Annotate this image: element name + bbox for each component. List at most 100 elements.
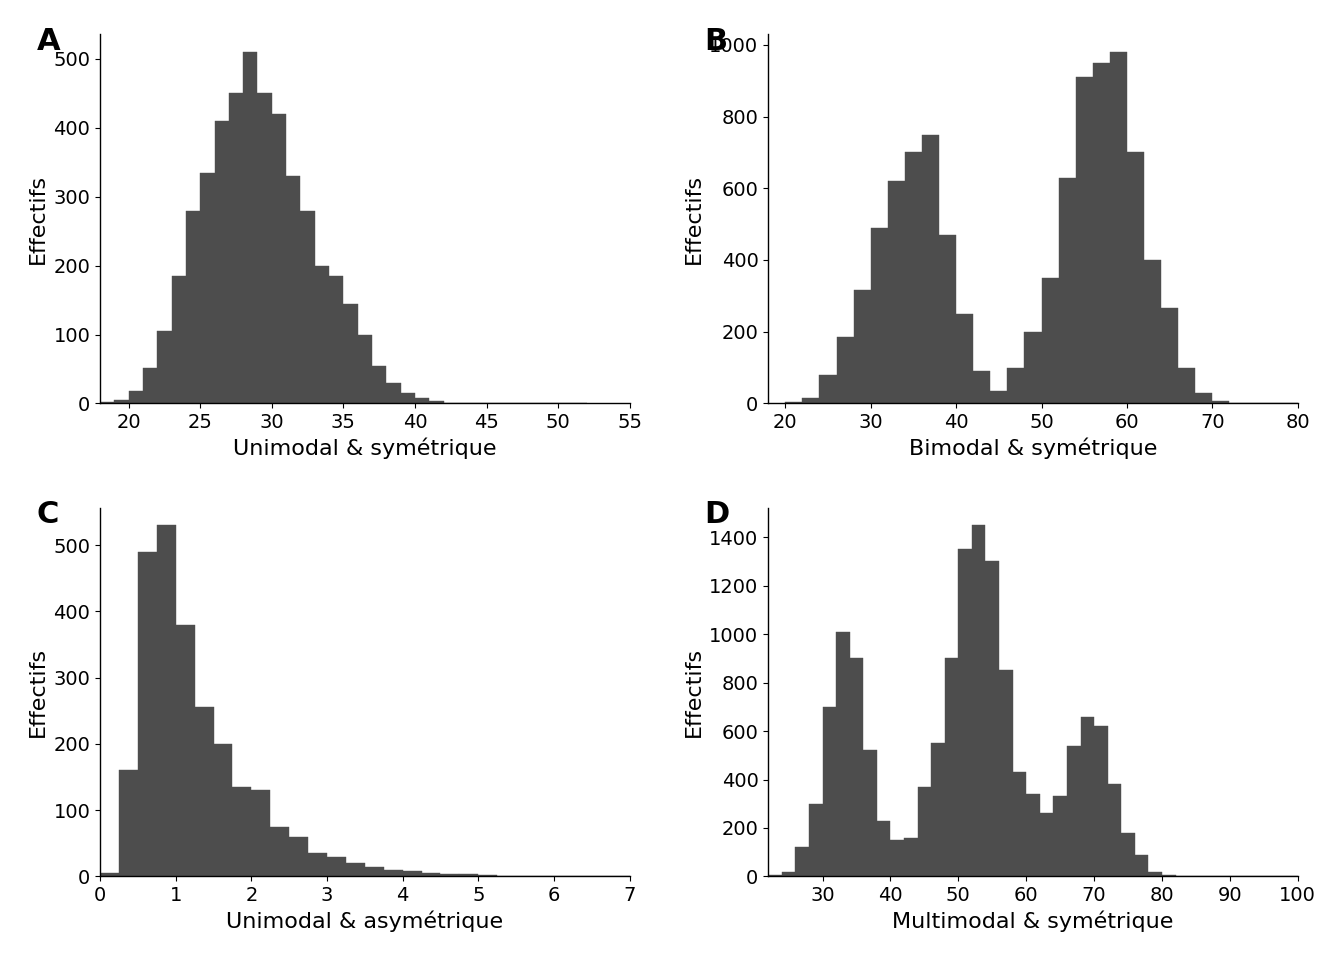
Bar bbox=[1179, 368, 1195, 403]
Bar bbox=[809, 804, 823, 876]
Bar bbox=[785, 401, 802, 403]
Text: C: C bbox=[36, 500, 59, 529]
Bar bbox=[286, 176, 301, 403]
Bar bbox=[1081, 716, 1094, 876]
Bar bbox=[1024, 332, 1042, 403]
Bar bbox=[796, 848, 809, 876]
Bar bbox=[327, 856, 345, 876]
Bar bbox=[308, 853, 327, 876]
Bar bbox=[1110, 52, 1128, 403]
Bar bbox=[214, 744, 233, 876]
Bar bbox=[836, 337, 853, 403]
Bar bbox=[939, 235, 956, 403]
Bar bbox=[1148, 872, 1163, 876]
Bar bbox=[329, 276, 343, 403]
Bar bbox=[891, 840, 905, 876]
Bar bbox=[415, 397, 429, 403]
Bar bbox=[1067, 746, 1081, 876]
Y-axis label: Effectifs: Effectifs bbox=[684, 174, 704, 264]
Bar bbox=[228, 93, 243, 403]
X-axis label: Bimodal & symétrique: Bimodal & symétrique bbox=[909, 438, 1157, 459]
Bar bbox=[364, 867, 384, 876]
Bar bbox=[301, 210, 314, 403]
Bar bbox=[403, 871, 422, 876]
Bar bbox=[1128, 153, 1144, 403]
Bar bbox=[999, 670, 1012, 876]
Bar bbox=[823, 707, 836, 876]
Bar bbox=[849, 659, 863, 876]
Text: B: B bbox=[704, 27, 728, 56]
Bar bbox=[922, 134, 939, 403]
Text: A: A bbox=[36, 27, 60, 56]
Bar bbox=[386, 383, 401, 403]
X-axis label: Unimodal & asymétrique: Unimodal & asymétrique bbox=[226, 911, 504, 932]
Bar bbox=[129, 391, 142, 403]
Bar bbox=[1161, 308, 1179, 403]
Bar bbox=[1075, 77, 1093, 403]
Bar bbox=[138, 552, 157, 876]
Bar bbox=[441, 874, 460, 876]
Bar bbox=[1027, 794, 1040, 876]
Y-axis label: Effectifs: Effectifs bbox=[28, 174, 48, 264]
Y-axis label: Effectifs: Effectifs bbox=[28, 647, 48, 737]
Bar bbox=[345, 863, 364, 876]
Bar bbox=[195, 708, 214, 876]
Bar bbox=[243, 52, 258, 403]
Bar bbox=[172, 276, 185, 403]
Bar bbox=[271, 114, 286, 403]
Bar bbox=[836, 632, 849, 876]
Bar bbox=[820, 374, 836, 403]
Bar bbox=[1212, 400, 1230, 403]
Bar bbox=[157, 525, 176, 876]
Bar bbox=[343, 303, 358, 403]
Bar bbox=[1121, 833, 1134, 876]
Bar bbox=[956, 314, 973, 403]
Bar bbox=[157, 331, 172, 403]
Bar bbox=[918, 787, 931, 876]
Bar bbox=[853, 291, 871, 403]
Bar bbox=[176, 625, 195, 876]
Bar bbox=[1093, 62, 1110, 403]
Bar bbox=[99, 874, 120, 876]
Bar bbox=[985, 562, 999, 876]
Bar bbox=[1012, 772, 1027, 876]
Bar bbox=[973, 372, 991, 403]
Bar bbox=[1094, 726, 1107, 876]
Bar bbox=[289, 837, 308, 876]
Bar bbox=[905, 838, 918, 876]
Bar bbox=[1107, 784, 1121, 876]
Bar bbox=[114, 400, 129, 403]
X-axis label: Unimodal & symétrique: Unimodal & symétrique bbox=[233, 438, 496, 459]
Bar bbox=[185, 210, 200, 403]
Bar bbox=[991, 391, 1008, 403]
Bar bbox=[958, 549, 972, 876]
Bar bbox=[782, 872, 796, 876]
Bar bbox=[1059, 178, 1075, 403]
Bar bbox=[876, 821, 891, 876]
Text: D: D bbox=[704, 500, 730, 529]
Y-axis label: Effectifs: Effectifs bbox=[684, 647, 704, 737]
Bar bbox=[1054, 797, 1067, 876]
Bar bbox=[429, 401, 444, 403]
Bar bbox=[215, 121, 228, 403]
Bar bbox=[270, 827, 289, 876]
Bar bbox=[888, 181, 905, 403]
Bar bbox=[871, 228, 888, 403]
Bar bbox=[422, 874, 441, 876]
Bar bbox=[1195, 393, 1212, 403]
Bar bbox=[258, 93, 271, 403]
Bar bbox=[401, 393, 415, 403]
Bar bbox=[358, 334, 372, 403]
Bar bbox=[945, 659, 958, 876]
Bar bbox=[233, 787, 251, 876]
Bar bbox=[1040, 813, 1054, 876]
Bar bbox=[251, 790, 270, 876]
Bar bbox=[972, 525, 985, 876]
Bar bbox=[142, 368, 157, 403]
Bar bbox=[460, 875, 478, 876]
Bar bbox=[372, 366, 386, 403]
Bar bbox=[1042, 277, 1059, 403]
Bar bbox=[931, 743, 945, 876]
Bar bbox=[120, 770, 138, 876]
Bar bbox=[905, 153, 922, 403]
